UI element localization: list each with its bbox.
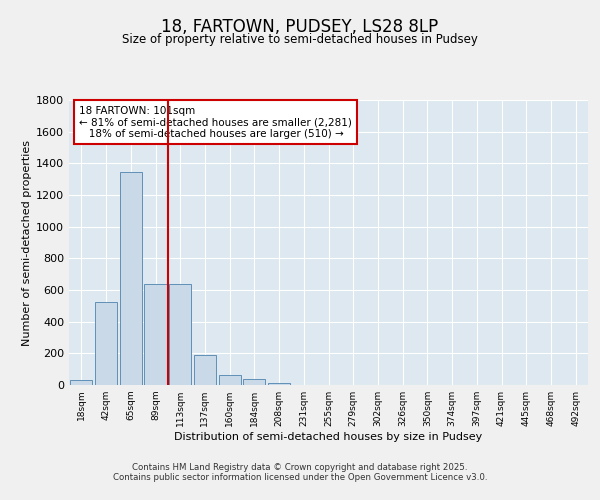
Bar [145, 284, 167, 385]
Bar [70, 380, 92, 385]
X-axis label: Distribution of semi-detached houses by size in Pudsey: Distribution of semi-detached houses by … [175, 432, 482, 442]
Text: 18, FARTOWN, PUDSEY, LS28 8LP: 18, FARTOWN, PUDSEY, LS28 8LP [161, 18, 439, 36]
Bar [119, 172, 142, 385]
Bar [243, 380, 265, 385]
Bar [268, 382, 290, 385]
Text: Contains HM Land Registry data © Crown copyright and database right 2025.: Contains HM Land Registry data © Crown c… [132, 462, 468, 471]
Bar [169, 284, 191, 385]
Bar [194, 355, 216, 385]
Bar [218, 374, 241, 385]
Text: Contains public sector information licensed under the Open Government Licence v3: Contains public sector information licen… [113, 474, 487, 482]
Bar [95, 302, 117, 385]
Y-axis label: Number of semi-detached properties: Number of semi-detached properties [22, 140, 32, 346]
Text: 18 FARTOWN: 101sqm
← 81% of semi-detached houses are smaller (2,281)
   18% of s: 18 FARTOWN: 101sqm ← 81% of semi-detache… [79, 106, 352, 139]
Text: Size of property relative to semi-detached houses in Pudsey: Size of property relative to semi-detach… [122, 32, 478, 46]
